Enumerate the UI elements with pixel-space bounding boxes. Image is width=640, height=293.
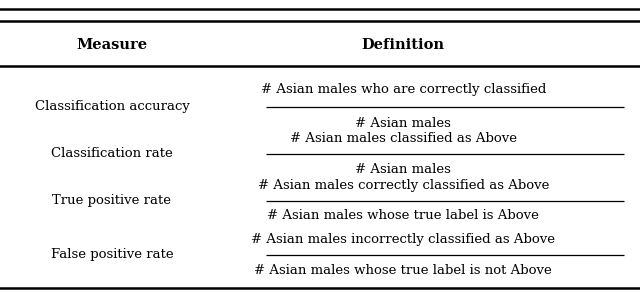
Text: # Asian males: # Asian males — [355, 163, 451, 176]
Text: # Asian males classified as Above: # Asian males classified as Above — [290, 132, 516, 145]
Text: # Asian males whose true label is Above: # Asian males whose true label is Above — [268, 209, 539, 222]
Text: # Asian males: # Asian males — [355, 117, 451, 130]
Text: Classification rate: Classification rate — [51, 147, 173, 160]
Text: Definition: Definition — [362, 38, 445, 52]
Text: # Asian males who are correctly classified: # Asian males who are correctly classifi… — [260, 84, 546, 96]
Text: Classification accuracy: Classification accuracy — [35, 100, 189, 113]
Text: True positive rate: True positive rate — [52, 194, 172, 207]
Text: # Asian males correctly classified as Above: # Asian males correctly classified as Ab… — [257, 179, 549, 192]
Text: Measure: Measure — [76, 38, 148, 52]
Text: False positive rate: False positive rate — [51, 248, 173, 261]
Text: # Asian males whose true label is not Above: # Asian males whose true label is not Ab… — [254, 264, 552, 277]
Text: # Asian males incorrectly classified as Above: # Asian males incorrectly classified as … — [251, 233, 556, 246]
